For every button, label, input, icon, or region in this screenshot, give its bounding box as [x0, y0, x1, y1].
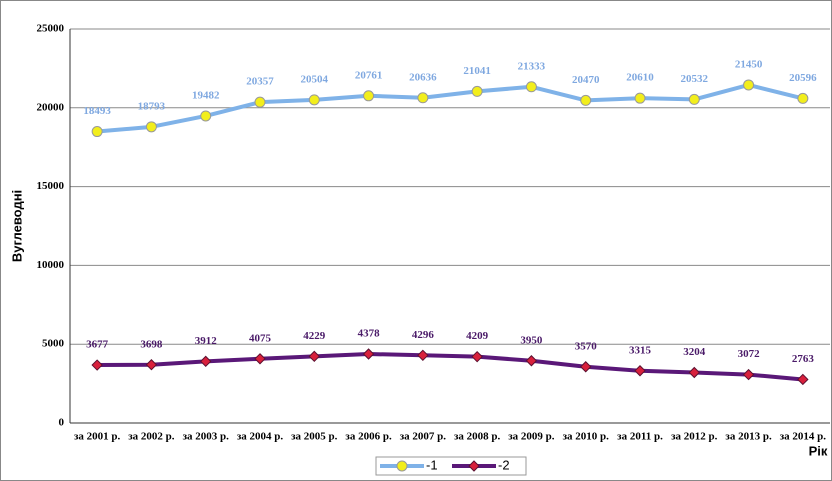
series-line: [96, 82, 804, 134]
legend-label: -2: [498, 457, 510, 472]
x-tick-label: за 2010 р.: [563, 431, 610, 443]
point: [471, 350, 483, 363]
point: [417, 92, 429, 104]
data-label: 3315: [629, 344, 652, 356]
data-label: 20504: [301, 73, 329, 85]
point: [634, 365, 646, 377]
y-axis-label: Вуглеводні: [9, 190, 24, 262]
data-label: 21041: [463, 65, 491, 77]
point: [145, 359, 158, 371]
point: [91, 126, 103, 138]
x-tick-label: за 2005 р.: [291, 431, 338, 443]
point: [743, 79, 755, 91]
x-tick-label: за 2007 р.: [400, 431, 447, 443]
data-label: 21333: [518, 60, 546, 72]
y-tick-label: 25000: [37, 23, 65, 35]
legend-marker: [468, 460, 480, 472]
point: [200, 110, 212, 122]
data-label: 3698: [140, 338, 163, 350]
data-label: 20532: [681, 73, 709, 85]
point: [797, 373, 809, 386]
data-label: 20596: [789, 72, 817, 84]
y-tick-label: 5000: [42, 338, 65, 350]
y-tick-label: 0: [59, 417, 65, 429]
data-label: 3570: [575, 340, 598, 352]
data-label: 18793: [138, 100, 166, 112]
data-label: 18493: [83, 105, 111, 117]
x-tick-label: за 2013 р.: [725, 431, 772, 443]
x-tick-label: за 2012 р.: [671, 431, 718, 443]
data-label: 20470: [572, 74, 600, 86]
series-line: [97, 352, 804, 382]
data-label: 3072: [738, 348, 761, 360]
point: [91, 359, 103, 371]
point: [254, 353, 266, 365]
point: [145, 121, 157, 133]
point: [254, 96, 266, 108]
data-label: 3677: [86, 339, 109, 351]
point: [688, 366, 700, 379]
data-label: 20610: [626, 72, 654, 84]
legend-marker: [396, 460, 408, 472]
x-tick-label: за 2003 р.: [183, 431, 230, 443]
point: [308, 94, 320, 106]
data-label: 2763: [792, 353, 815, 365]
point: [797, 92, 809, 104]
y-tick-label: 20000: [37, 101, 65, 113]
legend-label: -1: [426, 457, 438, 472]
data-label: 4209: [466, 330, 489, 342]
data-label: 3204: [683, 346, 706, 358]
data-label: 21450: [735, 58, 763, 70]
x-tick-label: за 2001 р.: [74, 431, 121, 443]
x-axis-label: Рік: [809, 443, 828, 458]
data-label: 4296: [412, 329, 435, 341]
point: [580, 361, 592, 373]
x-tick-label: за 2014 р.: [780, 431, 827, 443]
legend-box: [375, 456, 527, 476]
x-tick-label: за 2011 р.: [617, 431, 663, 443]
y-tick-label: 10000: [37, 259, 65, 271]
point: [634, 92, 646, 104]
data-label: 3912: [195, 335, 218, 347]
point: [417, 349, 429, 362]
point: [580, 94, 592, 106]
data-label: 4378: [358, 328, 381, 340]
point: [525, 81, 537, 93]
data-label: 20761: [355, 69, 383, 81]
data-label: 4075: [249, 332, 272, 344]
data-label: 20636: [409, 71, 437, 83]
x-tick-label: за 2009 р.: [508, 431, 555, 443]
point: [363, 90, 375, 102]
data-label: 4229: [303, 330, 326, 342]
point: [200, 355, 212, 368]
point: [688, 93, 700, 105]
point: [362, 348, 375, 360]
point: [525, 355, 538, 367]
point: [742, 368, 755, 381]
x-tick-label: за 2002 р.: [128, 431, 175, 443]
x-tick-label: за 2004 р.: [237, 431, 284, 443]
x-tick-label: за 2008 р.: [454, 431, 501, 443]
x-tick-label: за 2006 р.: [345, 431, 392, 443]
y-tick-label: 15000: [37, 180, 65, 192]
data-label: 20357: [246, 76, 274, 88]
data-label: 19482: [192, 89, 220, 101]
point: [471, 85, 483, 97]
data-label: 3950: [520, 334, 543, 346]
point: [308, 350, 320, 363]
